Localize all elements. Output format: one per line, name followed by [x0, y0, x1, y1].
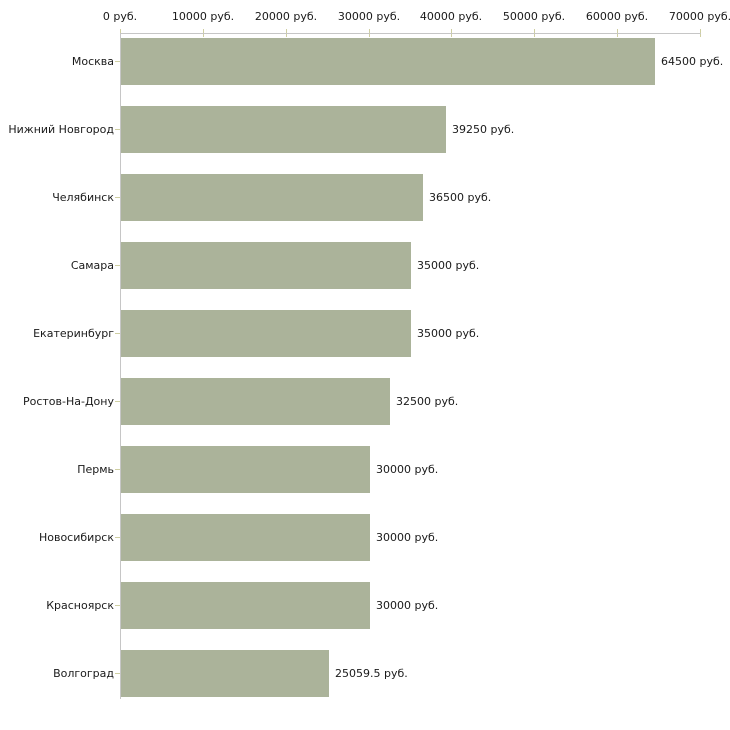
bar-row: Екатеринбург 35000 руб.: [0, 310, 730, 357]
value-label: 64500 руб.: [661, 55, 724, 68]
y-tick-mark: [115, 469, 120, 470]
bar: [121, 38, 655, 85]
category-label: Красноярск: [46, 599, 114, 612]
x-tick-label: 0 руб.: [102, 10, 138, 23]
bar: [121, 242, 411, 289]
y-tick-mark: [115, 265, 120, 266]
category-label: Самара: [70, 259, 114, 272]
bar-row: Челябинск 36500 руб.: [0, 174, 730, 221]
y-tick-mark: [115, 673, 120, 674]
value-label: 39250 руб.: [452, 123, 515, 136]
x-tick-label: 40000 руб.: [419, 10, 483, 23]
category-label: Пермь: [77, 463, 114, 476]
y-tick-mark: [115, 401, 120, 402]
bar-row: Волгоград 25059.5 руб.: [0, 650, 730, 697]
value-label: 30000 руб.: [376, 463, 439, 476]
bar: [121, 174, 423, 221]
x-tick-label: 50000 руб.: [502, 10, 566, 23]
value-label: 36500 руб.: [429, 191, 492, 204]
value-label: 35000 руб.: [417, 259, 480, 272]
bar-row: Новосибирск 30000 руб.: [0, 514, 730, 561]
value-label: 25059.5 руб.: [335, 667, 408, 680]
y-tick-mark: [115, 537, 120, 538]
bar: [121, 446, 370, 493]
category-label: Москва: [71, 55, 114, 68]
y-tick-mark: [115, 129, 120, 130]
y-tick-mark: [115, 333, 120, 334]
value-label: 32500 руб.: [396, 395, 459, 408]
bar: [121, 650, 329, 697]
category-label: Волгоград: [53, 667, 114, 680]
bar: [121, 582, 370, 629]
bar: [121, 378, 390, 425]
bar-row: Нижний Новгород 39250 руб.: [0, 106, 730, 153]
category-label: Нижний Новгород: [8, 123, 114, 136]
x-tick-label: 60000 руб.: [585, 10, 649, 23]
bar-row: Ростов-На-Дону 32500 руб.: [0, 378, 730, 425]
x-tick-label: 30000 руб.: [337, 10, 401, 23]
bar: [121, 514, 370, 561]
bar: [121, 310, 411, 357]
category-label: Ростов-На-Дону: [22, 395, 114, 408]
y-tick-mark: [115, 197, 120, 198]
category-label: Челябинск: [52, 191, 114, 204]
y-axis-line: [120, 33, 121, 699]
x-tick-label: 10000 руб.: [171, 10, 235, 23]
y-tick-mark: [115, 605, 120, 606]
y-tick-mark: [115, 61, 120, 62]
value-label: 30000 руб.: [376, 599, 439, 612]
x-tick-label: 20000 руб.: [254, 10, 318, 23]
x-tick-label: 70000 руб.: [668, 10, 730, 23]
bar-row: Москва 64500 руб.: [0, 38, 730, 85]
category-label: Екатеринбург: [33, 327, 114, 340]
bar-row: Самара 35000 руб.: [0, 242, 730, 289]
bar: [121, 106, 446, 153]
bar-row: Красноярск 30000 руб.: [0, 582, 730, 629]
category-label: Новосибирск: [38, 531, 114, 544]
value-label: 35000 руб.: [417, 327, 480, 340]
value-label: 30000 руб.: [376, 531, 439, 544]
bar-row: Пермь 30000 руб.: [0, 446, 730, 493]
x-axis-line: [120, 33, 701, 34]
